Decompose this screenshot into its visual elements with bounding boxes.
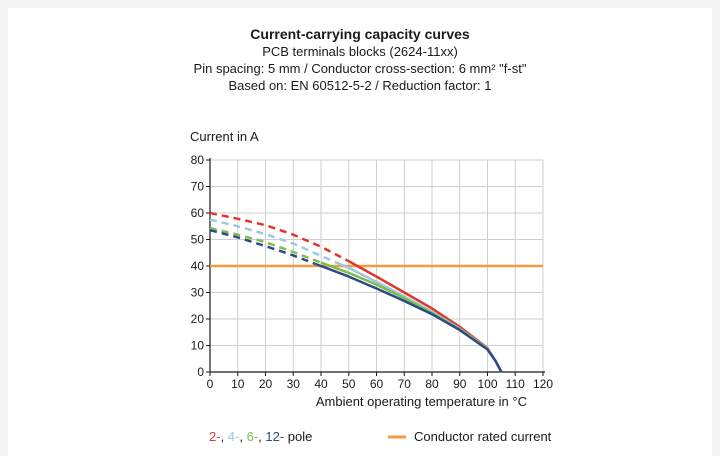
y-tick-label: 10	[191, 339, 205, 353]
y-tick-label: 50	[191, 233, 205, 247]
x-tick-label: 50	[342, 377, 356, 391]
series-4-pole	[209, 218, 503, 373]
y-tick-label: 80	[191, 153, 205, 167]
x-tick-label: 40	[314, 377, 328, 391]
series-12-pole	[209, 228, 503, 373]
series-solid-segment	[314, 262, 503, 373]
x-tick-label: 0	[207, 377, 214, 391]
x-tick-label: 70	[398, 377, 412, 391]
legend-series-part: ,	[221, 429, 228, 444]
series-solid-segment	[320, 261, 503, 373]
x-tick-label: 10	[231, 377, 245, 391]
legend-reference-label: Conductor rated current	[414, 429, 552, 444]
x-tick-label: 100	[477, 377, 497, 391]
tick-labels: 0 10 20 30 40 50 60 70 80 0 10 20 30 40 50 60 70 80 90 100 1…	[191, 153, 554, 391]
y-tick-label: 40	[191, 259, 205, 273]
series-dashed-segment	[209, 218, 336, 264]
grid-lines	[210, 159, 544, 372]
x-tick-label: 120	[533, 377, 553, 391]
x-tick-label: 110	[506, 377, 525, 391]
chart-title: Current-carrying capacity curves	[250, 26, 470, 42]
series-solid-segment	[348, 260, 503, 373]
y-tick-label: 70	[191, 180, 205, 194]
x-tick-label: 80	[425, 377, 439, 391]
legend-series-part: 12-	[265, 429, 284, 444]
legend-series-part: ,	[239, 429, 246, 444]
chart-panel: Current-carrying capacity curves PCB ter…	[8, 8, 712, 456]
y-tick-label: 60	[191, 206, 205, 220]
legend-series-part: pole	[284, 429, 312, 444]
y-axis-title: Current in A	[190, 129, 259, 144]
x-tick-label: 90	[453, 377, 467, 391]
chart-canvas: Current-carrying capacity curves PCB ter…	[190, 26, 554, 444]
legend-series-part: ,	[258, 429, 265, 444]
legend-series-part: 4-	[228, 429, 240, 444]
chart-subtitle-1: PCB terminals blocks (2624-11xx)	[262, 44, 458, 59]
series-dashed-segment	[209, 226, 322, 264]
y-tick-label: 0	[197, 365, 204, 379]
series-dashed-segment	[209, 228, 316, 266]
series-layer	[209, 211, 503, 373]
x-tick-label: 20	[259, 377, 273, 391]
y-tick-label: 20	[191, 312, 205, 326]
legend-series-part: 2-	[209, 429, 221, 444]
x-tick-label: 60	[370, 377, 384, 391]
series-dashed-segment	[209, 211, 350, 263]
y-tick-label: 30	[191, 286, 205, 300]
chart-subtitle-3: Based on: EN 60512-5-2 / Reduction facto…	[228, 78, 491, 93]
chart-subtitle-2: Pin spacing: 5 mm / Conductor cross-sect…	[194, 61, 527, 76]
legend-series-label: 2-, 4-, 6-, 12- pole	[209, 429, 312, 444]
x-tick-label: 30	[287, 377, 301, 391]
legend-series-part: 6-	[247, 429, 259, 444]
x-axis-title: Ambient operating temperature in °C	[316, 394, 527, 409]
series-6-pole	[209, 226, 503, 373]
